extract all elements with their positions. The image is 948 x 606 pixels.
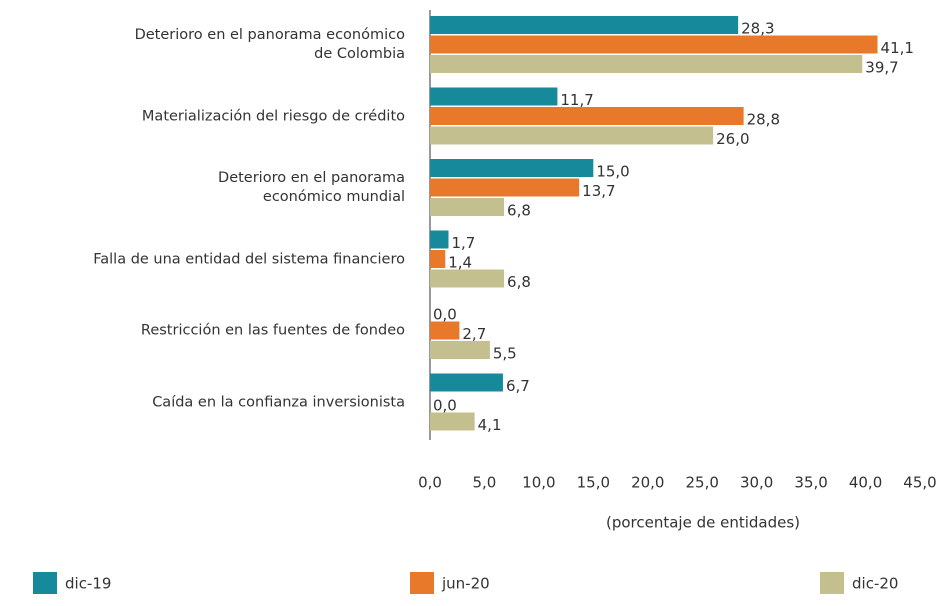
bar [430, 341, 490, 359]
legend-swatch [410, 572, 434, 594]
value-label: 4,1 [478, 416, 502, 434]
bar [430, 126, 714, 145]
bar [430, 87, 558, 106]
value-label: 28,3 [741, 20, 774, 38]
x-tick-label: 45,0 [903, 474, 936, 492]
value-label: 15,0 [596, 163, 629, 181]
x-tick-label: 15,0 [577, 474, 610, 492]
value-label: 26,0 [716, 130, 749, 148]
bar [430, 159, 594, 177]
value-label: 39,7 [865, 59, 898, 77]
legend-label: dic-20 [852, 575, 898, 593]
legend-label: jun-20 [441, 575, 490, 593]
x-tick-label: 20,0 [631, 474, 664, 492]
value-label: 0,0 [433, 306, 457, 324]
value-label: 13,7 [582, 182, 615, 200]
legend-label: dic-19 [65, 575, 111, 593]
value-label: 6,8 [507, 273, 531, 291]
bar [430, 35, 878, 54]
category-label: Deterioro en el panorama económico de Co… [134, 27, 405, 62]
category-label: Caída en la confianza inversionista [152, 394, 405, 410]
bar [430, 230, 449, 249]
value-label: 11,7 [560, 91, 593, 109]
x-tick-label: 30,0 [740, 474, 773, 492]
x-tick-label: 35,0 [794, 474, 827, 492]
bar [430, 107, 744, 125]
value-label: 1,7 [452, 234, 476, 252]
value-label: 5,5 [493, 345, 517, 363]
bar [430, 321, 460, 340]
bar [430, 412, 475, 431]
category-label: Restricción en las fuentes de fondeo [140, 322, 405, 339]
bar [430, 269, 505, 288]
x-tick-label: 40,0 [849, 474, 882, 492]
legend-swatch [33, 572, 57, 594]
value-label: 0,0 [433, 397, 457, 415]
bar [430, 250, 446, 268]
value-label: 2,7 [462, 325, 486, 343]
bar [430, 198, 505, 216]
x-axis-title: (porcentaje de entidades) [606, 514, 800, 532]
value-label: 1,4 [448, 254, 472, 272]
category-label: Deterioro en el panorama económico mundi… [218, 170, 405, 205]
legend-swatch [820, 572, 844, 594]
bar [430, 16, 739, 34]
bar [430, 55, 863, 73]
x-tick-label: 10,0 [522, 474, 555, 492]
x-tick-label: 5,0 [473, 474, 497, 492]
value-label: 6,7 [506, 377, 530, 395]
value-label: 6,8 [507, 202, 531, 220]
category-label: Materialización del riesgo de crédito [141, 108, 405, 124]
value-label: 41,1 [881, 39, 914, 57]
bar [430, 178, 580, 197]
category-label: Falla de una entidad del sistema financi… [93, 251, 405, 267]
value-label: 28,8 [747, 111, 780, 129]
x-tick-label: 0,0 [418, 474, 442, 492]
x-tick-label: 25,0 [686, 474, 719, 492]
bar [430, 373, 503, 392]
